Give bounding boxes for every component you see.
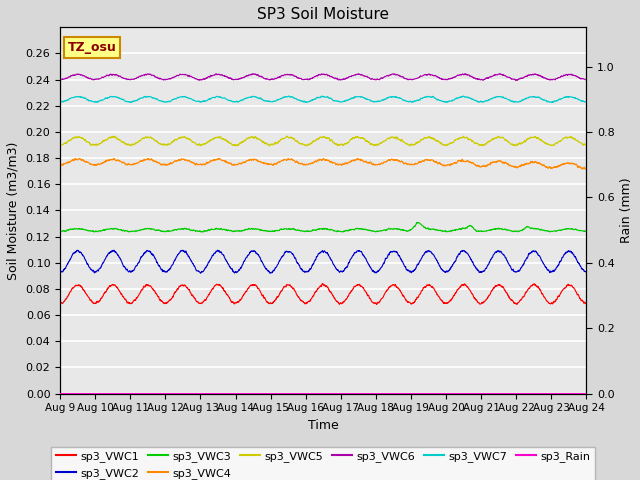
Title: SP3 Soil Moisture: SP3 Soil Moisture — [257, 7, 389, 22]
Y-axis label: Soil Moisture (m3/m3): Soil Moisture (m3/m3) — [7, 141, 20, 280]
Legend: sp3_VWC1, sp3_VWC2, sp3_VWC3, sp3_VWC4, sp3_VWC5, sp3_VWC6, sp3_VWC7, sp3_Rain: sp3_VWC1, sp3_VWC2, sp3_VWC3, sp3_VWC4, … — [51, 447, 595, 480]
Text: TZ_osu: TZ_osu — [68, 41, 116, 54]
Y-axis label: Rain (mm): Rain (mm) — [620, 178, 633, 243]
X-axis label: Time: Time — [308, 419, 339, 432]
